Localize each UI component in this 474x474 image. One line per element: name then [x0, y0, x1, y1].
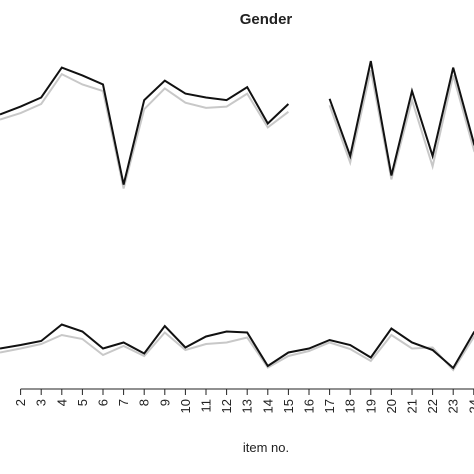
x-tick-label-24: 24 — [466, 399, 474, 413]
chart-title: Gender — [240, 11, 293, 28]
x-tick-label-22: 22 — [425, 399, 440, 413]
x-tick-label-13: 13 — [240, 399, 255, 413]
x-tick-label-23: 23 — [446, 399, 461, 413]
plot-panels — [0, 60, 474, 372]
panel-2 — [0, 323, 474, 372]
x-tick-label-4: 4 — [54, 399, 69, 406]
x-tick-label-20: 20 — [384, 399, 399, 413]
x-tick-label-2: 2 — [13, 399, 28, 406]
panel-1-series-1-line-segment-1 — [0, 66, 290, 185]
x-axis-label: item no. — [243, 440, 289, 455]
x-tick-label-19: 19 — [363, 399, 378, 413]
x-tick-label-8: 8 — [137, 399, 152, 406]
panel-1-series-1-line-segment-2 — [328, 60, 474, 176]
x-tick-label-14: 14 — [260, 399, 275, 413]
x-tick-label-11: 11 — [199, 399, 214, 413]
panel-2-series-1-line-segment-1 — [0, 323, 474, 370]
x-tick-label-5: 5 — [75, 399, 90, 406]
x-tick-label-16: 16 — [302, 399, 317, 413]
x-tick-label-17: 17 — [322, 399, 337, 413]
x-tick-label-3: 3 — [34, 399, 49, 406]
panel-1-series-2-line-segment-1 — [0, 72, 290, 189]
panel-1 — [0, 60, 474, 189]
x-tick-label-21: 21 — [405, 399, 420, 413]
x-tick-label-12: 12 — [219, 399, 234, 413]
x-tick-label-7: 7 — [116, 399, 131, 406]
x-axis-ticks: 2345678910111213141516171819202122232425 — [13, 389, 474, 413]
x-tick-label-10: 10 — [178, 399, 193, 413]
panel-1-series-2-line-segment-2 — [328, 69, 474, 180]
panel-2-series-2-line-segment-1 — [0, 331, 474, 372]
x-tick-label-15: 15 — [281, 399, 296, 413]
x-tick-label-18: 18 — [343, 399, 358, 413]
x-tick-label-6: 6 — [96, 399, 111, 406]
x-tick-label-9: 9 — [157, 399, 172, 406]
